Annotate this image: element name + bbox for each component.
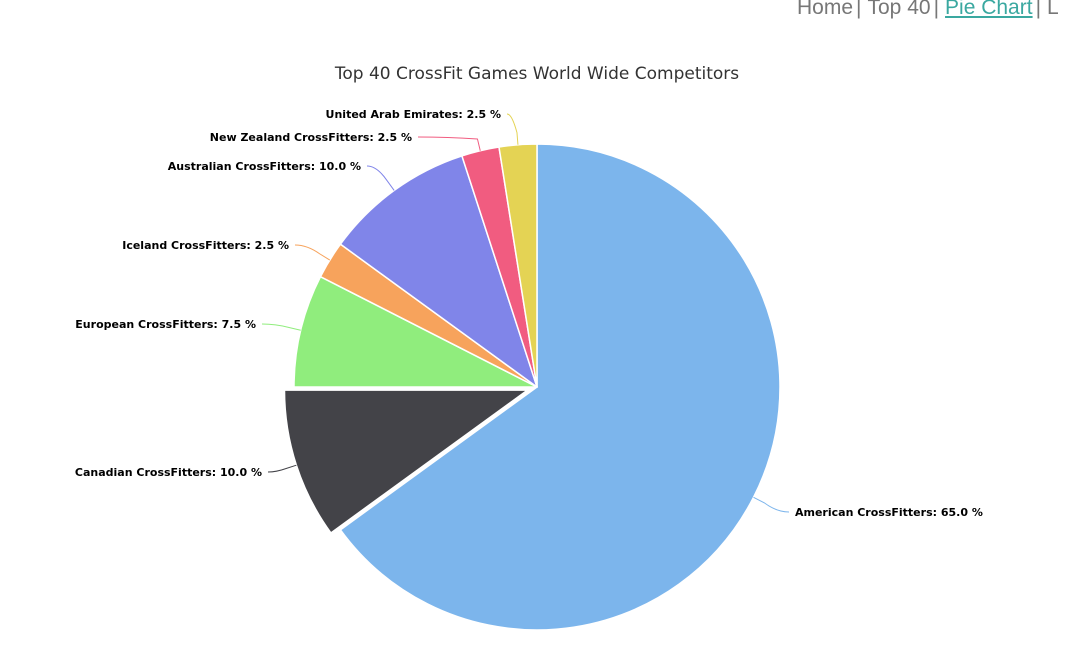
- pie-slice-united-arab-emirates[interactable]: [498, 143, 538, 388]
- data-labels: American CrossFitters: 65.0 % Canadian Cr…: [75, 108, 983, 519]
- label-connector: [753, 496, 790, 513]
- label-connector: [261, 323, 301, 331]
- top-nav: Home | Top 40 | Pie Chart | L: [797, 0, 1059, 20]
- label-connector: [267, 464, 297, 473]
- data-label: Australian CrossFitters: 10.0 %: [168, 160, 361, 173]
- data-label: European CrossFitters: 7.5 %: [75, 318, 256, 331]
- data-label: American CrossFitters: 65.0 %: [795, 506, 983, 519]
- nav-home-link[interactable]: Home: [797, 0, 854, 19]
- chart-title: Top 40 CrossFit Games World Wide Competi…: [334, 64, 739, 84]
- label-connector: [506, 113, 519, 145]
- data-label: New Zealand CrossFitters: 2.5 %: [210, 131, 412, 144]
- data-label: United Arab Emirates: 2.5 %: [326, 108, 501, 121]
- label-connector: [366, 165, 395, 191]
- nav-pie-chart-link[interactable]: Pie Chart: [945, 0, 1033, 19]
- label-connector: [294, 244, 331, 261]
- pie-slice-european-crossfitters[interactable]: [293, 275, 538, 388]
- nav-separator: |: [933, 0, 940, 19]
- label-connectors: [261, 113, 790, 513]
- pie-slice-american-crossfitters[interactable]: [339, 143, 781, 631]
- label-connector: [417, 136, 481, 151]
- nav-separator: |: [856, 0, 862, 19]
- nav-separator: |: [1035, 0, 1042, 19]
- nav-next-link[interactable]: L: [1047, 0, 1059, 19]
- data-label: Canadian CrossFitters: 10.0 %: [75, 466, 262, 479]
- pie-slices: [283, 143, 781, 631]
- data-label: Iceland CrossFitters: 2.5 %: [122, 239, 289, 252]
- nav-top40-link[interactable]: Top 40: [867, 0, 931, 19]
